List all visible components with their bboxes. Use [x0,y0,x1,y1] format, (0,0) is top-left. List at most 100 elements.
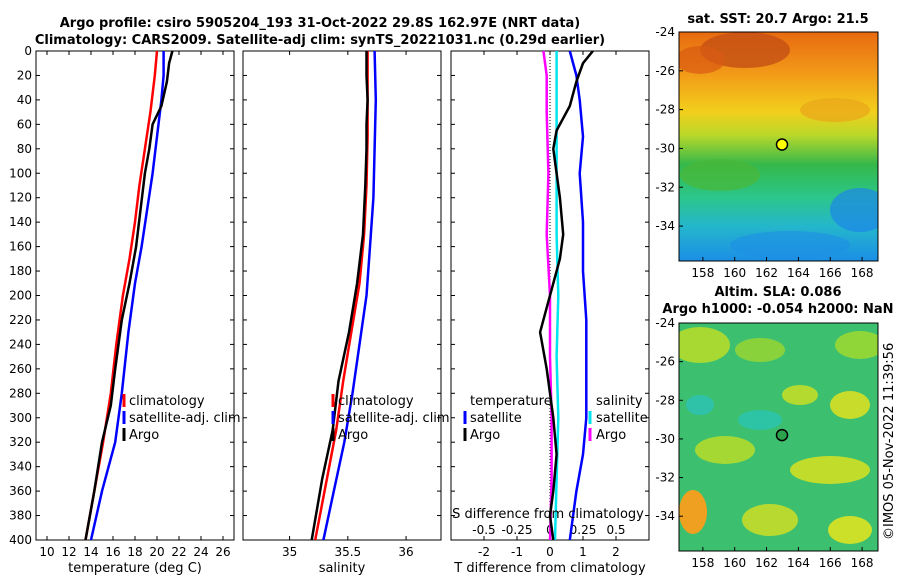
x-tick-label: -2 [478,545,490,559]
s-diff-tick-label: -0.5 [472,523,495,537]
temperature-xlabel: temperature (deg C) [68,561,202,576]
lat-tick-label: -24 [655,316,675,330]
sla-high-patch [835,331,878,359]
temperature-panel: 0 20 40 60 80 100 120 140 160 180 200 220 240 260 280 3… [9,44,241,576]
x-tick-label: 12 [61,545,76,559]
sla-high-patch [679,327,730,363]
lon-tick-label: 158 [691,266,714,280]
title-line2: Climatology: CARS2009. Satellite-adj cli… [35,33,605,48]
x-tick-label: 24 [193,545,208,559]
x-tick-label: 2 [612,545,620,559]
difference-lines [538,50,594,541]
depth-tick-label: 380 [9,509,32,523]
series-line-t-satellite [568,50,588,541]
lon-tick-label: 162 [755,556,778,570]
sst-map-panel: sat. SST: 20.7 Argo: 21.5 -24 -26 -28 -30 -3… [655,12,879,280]
sla-high-patch [790,456,870,484]
lon-tick-label: 166 [819,266,842,280]
legend-t-satellite-label: satellite [470,411,522,426]
lat-tick-label: -26 [655,355,675,369]
lat-tick-label: -34 [655,509,675,523]
sla-map-panel: Altim. SLA: 0.086 Argo h1000: -0.054 h20… [655,285,893,570]
temperature-ticks: 10 12 14 16 18 20 22 24 26 [39,51,231,559]
legend-t-argo-label: Argo [470,428,500,443]
depth-tick-label: 140 [9,215,32,229]
sla-map-frame [678,322,879,552]
lon-tick-label: 168 [851,266,874,280]
lon-tick-label: 158 [691,556,714,570]
series-line-satellite-adj-clim [89,51,165,541]
depth-tick-label: 300 [9,411,32,425]
legend-temperature-title: temperature [470,394,552,409]
sla-low-patch [686,395,714,415]
depth-tick-label: 80 [17,142,32,156]
depth-tick-label: 40 [17,93,32,107]
depth-tick-label: 240 [9,337,32,351]
timestamp-label: ©IMOS 05-Nov-2022 11:39:56 [882,343,897,540]
depth-tick-label: 280 [9,386,32,400]
x-tick-label: 18 [127,545,142,559]
x-tick-label: 26 [215,545,230,559]
legend-climatology-label: climatology [338,394,414,409]
x-tick-label: 35.5 [334,545,361,559]
salinity-panel: 35 35.5 36 salinity climatology satellite-… [242,50,450,576]
legend-s-satellite-label: satellite [596,411,648,426]
legend-s-argo-label: Argo [596,428,626,443]
sla-high-patch [695,436,755,464]
x-tick-label: 16 [105,545,120,559]
legend-satellite-label: satellite-adj. clim [129,411,241,426]
sst-lat-ticks: -24 -26 -28 -30 -32 -34 [655,25,683,233]
sst-map-frame [678,31,879,262]
salinity-xlabel: salinity [319,561,366,576]
x-tick-label: 10 [39,545,54,559]
lat-tick-label: -34 [655,219,675,233]
depth-ticks: 0 20 40 60 80 100 120 140 160 180 200 220 240 260 280 3… [9,44,234,547]
sst-warm-patch [679,46,725,74]
sla-high-patch [782,385,818,405]
salinity-legend: climatology satellite-adj. clim Argo [331,394,450,443]
legend-salinity-title: salinity [596,394,643,409]
x-tick-label: 22 [171,545,186,559]
legend-argo-label: Argo [338,428,368,443]
sst-lon-ticks: 158 160 162 164 166 168 [691,257,874,280]
depth-tick-label: 220 [9,313,32,327]
difference-panel: -2 -1 0 1 2 -0.5 -0.25 0 0.25 0.5 T difference f… [450,50,650,576]
x-tick-label: 14 [83,545,98,559]
sla-lon-ticks: 158 160 162 164 166 168 [691,547,874,570]
sla-high-patch [742,504,798,536]
legend-climatology-label: climatology [129,394,205,409]
x-tick-label: -1 [511,545,523,559]
temperature-legend: climatology satellite-adj. clim Argo [122,394,241,443]
s-diff-tick-label: -0.25 [501,523,532,537]
legend-satellite-label: satellite-adj. clim [338,411,450,426]
sla-map-title1: Altim. SLA: 0.086 [715,285,842,300]
sla-map-title2: Argo h1000: -0.054 h2000: NaN [662,302,893,317]
sla-high-patch [735,338,785,362]
depth-tick-label: 100 [9,166,32,180]
temperature-lines [84,50,174,541]
depth-tick-label: 320 [9,435,32,449]
legend-argo-label: Argo [129,428,159,443]
sla-low-patch [738,410,782,430]
difference-depth-ticks [451,50,649,541]
lon-tick-label: 164 [787,556,810,570]
series-line-t-argo [538,50,594,541]
s-difference-ticks: -0.5 -0.25 0 0.25 0.5 [472,523,625,537]
lon-tick-label: 164 [787,266,810,280]
s-difference-xlabel: S difference from climatology [452,507,644,522]
lat-tick-label: -30 [655,432,675,446]
depth-tick-label: 180 [9,264,32,278]
lat-tick-label: -28 [655,103,675,117]
temperature-axes-box [35,50,235,541]
lat-tick-label: -32 [655,180,675,194]
lat-tick-label: -30 [655,141,675,155]
depth-tick-label: 0 [24,44,32,58]
depth-tick-label: 360 [9,484,32,498]
lat-tick-label: -26 [655,64,675,78]
series-line-s-argo [542,50,553,541]
x-tick-label: 35 [282,545,297,559]
x-tick-label: 36 [398,545,413,559]
sst-cool-patch [730,231,850,259]
salinity-ticks: 35 35.5 36 [282,51,414,559]
